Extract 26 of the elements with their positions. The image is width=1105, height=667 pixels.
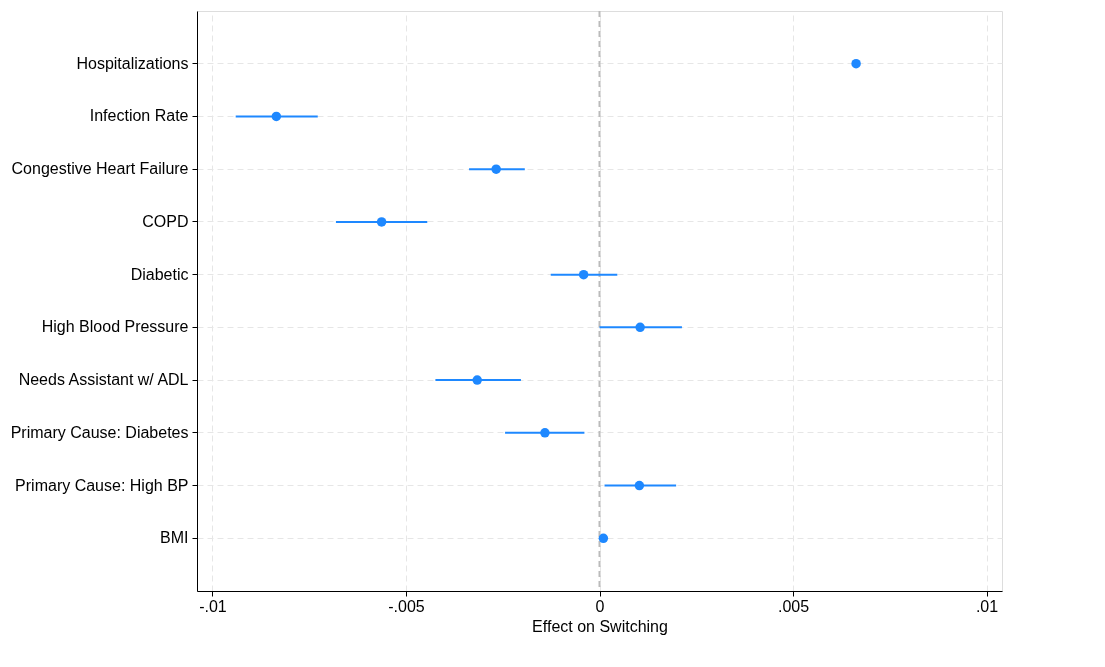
x-tick-label: .005 — [777, 597, 810, 615]
y-tick-label: High Blood Pressure — [41, 318, 189, 336]
y-tick-label: Needs Assistant w/ ADL — [18, 371, 189, 389]
point — [634, 480, 645, 491]
y-tick-label: Hospitalizations — [76, 54, 189, 72]
point — [376, 217, 387, 227]
x-tick-label: .01 — [975, 597, 999, 615]
point — [472, 375, 482, 385]
y-tick-label: Congestive Heart Failure — [11, 160, 189, 178]
point — [491, 164, 501, 174]
point — [598, 533, 609, 544]
y-tick-label: Primary Cause: Diabetes — [10, 423, 189, 441]
x-tick-label: 0 — [595, 597, 605, 615]
y-tick-label: Infection Rate — [89, 107, 189, 125]
point — [578, 269, 589, 280]
y-tick-label: COPD — [142, 212, 189, 230]
point — [271, 111, 282, 122]
y-tick-label: Primary Cause: High BP — [15, 476, 189, 494]
y-tick-label: BMI — [160, 529, 189, 547]
y-tick-label: Diabetic — [130, 265, 189, 283]
x-axis-title: Effect on Switching — [532, 617, 668, 635]
point — [851, 58, 861, 69]
x-tick-label: -.01 — [199, 597, 227, 615]
point — [540, 428, 550, 438]
point — [635, 322, 645, 333]
x-tick-label: -.005 — [388, 597, 425, 615]
